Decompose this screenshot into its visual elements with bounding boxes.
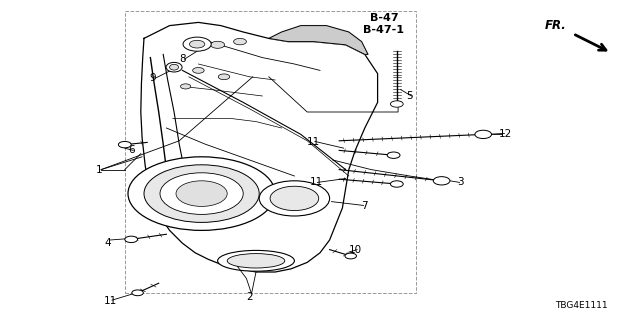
Circle shape	[211, 41, 225, 48]
Circle shape	[180, 84, 191, 89]
Text: 4: 4	[104, 237, 111, 248]
Circle shape	[390, 181, 403, 187]
Circle shape	[390, 101, 403, 107]
Circle shape	[118, 141, 131, 148]
Text: 7: 7	[362, 201, 368, 212]
Circle shape	[387, 152, 400, 158]
Text: B-47-1: B-47-1	[364, 25, 404, 36]
Text: 3: 3	[458, 177, 464, 188]
Text: 11: 11	[310, 177, 323, 188]
Text: 6: 6	[128, 145, 134, 156]
Circle shape	[176, 181, 227, 206]
Text: 9: 9	[149, 73, 156, 84]
Bar	[125, 11, 416, 293]
Text: 11: 11	[104, 296, 116, 307]
Text: 11: 11	[307, 137, 320, 148]
Text: 2: 2	[246, 292, 253, 302]
Circle shape	[475, 130, 492, 139]
Polygon shape	[269, 26, 368, 54]
Ellipse shape	[166, 62, 182, 72]
Circle shape	[259, 181, 330, 216]
Circle shape	[125, 236, 138, 243]
Text: 5: 5	[406, 91, 413, 101]
Circle shape	[183, 37, 211, 51]
Circle shape	[144, 165, 259, 222]
Ellipse shape	[218, 250, 294, 271]
Circle shape	[160, 173, 243, 214]
Text: B-47: B-47	[370, 12, 398, 23]
Text: TBG4E1111: TBG4E1111	[556, 301, 608, 310]
Circle shape	[128, 157, 275, 230]
Polygon shape	[141, 22, 378, 272]
Text: 10: 10	[349, 245, 362, 255]
Text: 12: 12	[499, 129, 512, 140]
Text: FR.: FR.	[545, 19, 566, 32]
Circle shape	[188, 41, 203, 49]
Circle shape	[433, 177, 450, 185]
Circle shape	[345, 253, 356, 259]
Text: 8: 8	[179, 54, 186, 64]
Ellipse shape	[227, 253, 285, 268]
Circle shape	[218, 74, 230, 80]
Circle shape	[193, 68, 204, 73]
Circle shape	[234, 38, 246, 45]
Circle shape	[132, 290, 143, 296]
Circle shape	[270, 186, 319, 211]
Ellipse shape	[170, 64, 179, 70]
Circle shape	[189, 40, 205, 48]
Text: 1: 1	[96, 164, 102, 175]
